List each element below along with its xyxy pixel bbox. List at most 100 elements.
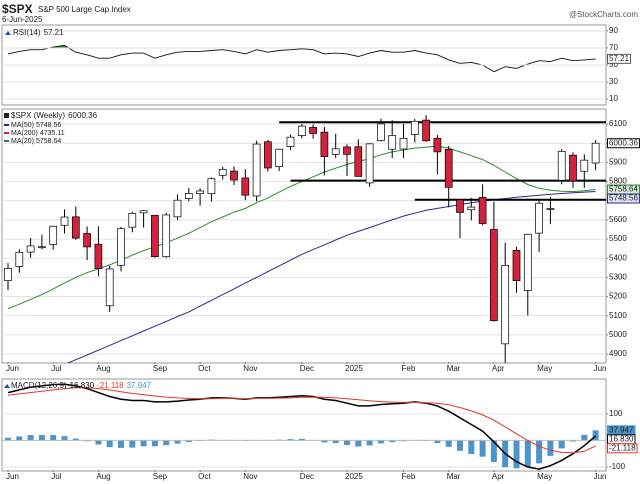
- y-tick-label: 50: [609, 60, 618, 69]
- candle-body: [241, 177, 250, 196]
- candle-body: [26, 245, 35, 253]
- price-legend-title: $SPX (Weekly): [11, 111, 65, 120]
- candle-body: [105, 268, 114, 307]
- histogram-bar: [468, 440, 475, 454]
- histogram-bar: [536, 440, 543, 464]
- candle-body: [15, 251, 24, 267]
- histogram-bar: [457, 440, 463, 451]
- candle-body: [422, 119, 430, 142]
- candle-body: [320, 131, 329, 157]
- x-tick-label: Oct: [198, 364, 211, 373]
- candle-body: [467, 206, 476, 211]
- price-legend: $SPX (Weekly) 6000.36: [11, 111, 98, 120]
- candle-body: [331, 148, 340, 155]
- histogram-bar: [174, 440, 181, 444]
- y-tick-label: 10: [609, 94, 618, 103]
- histogram-bar: [61, 436, 68, 441]
- histogram-bar: [389, 440, 396, 443]
- y-tick-label: 5400: [609, 253, 627, 262]
- histogram-bar: [16, 436, 23, 441]
- histogram-bar: [434, 440, 441, 444]
- macd-line: [7, 387, 596, 454]
- histogram-bar: [332, 440, 339, 444]
- macd-legend-value: 16.830: [70, 381, 95, 390]
- x-tick-label: Apr: [492, 472, 505, 481]
- candle-body: [151, 214, 159, 258]
- candle-body: [230, 170, 238, 181]
- y-tick-label: 70: [609, 43, 618, 52]
- ma-legend-name: MA(20): [11, 138, 34, 145]
- macd-line: [7, 383, 597, 470]
- candle-body: [71, 216, 80, 239]
- x-tick-label: Aug: [96, 472, 110, 481]
- y-tick-label: 5900: [609, 158, 627, 167]
- legend-icon: [4, 384, 10, 388]
- value-box-label: 6000.36: [609, 138, 638, 147]
- y-tick-label: -100: [609, 462, 626, 471]
- candle-body: [410, 120, 419, 135]
- histogram-bar: [118, 440, 124, 448]
- candle-body: [546, 208, 555, 210]
- candle-body: [309, 127, 317, 134]
- x-tick-label: Jun: [6, 364, 19, 373]
- y-tick-label: 5600: [609, 215, 627, 224]
- candle-body: [4, 268, 12, 281]
- x-tick-label: Sep: [153, 472, 168, 481]
- value-box: [607, 53, 632, 64]
- candle-body: [523, 233, 532, 291]
- y-tick-label: 4900: [609, 349, 627, 358]
- candle-body: [354, 146, 363, 177]
- legend-icon: [4, 113, 9, 118]
- ma-legend: MA(20) 5758.64: [11, 138, 61, 145]
- candle-body: [591, 142, 600, 164]
- y-tick-label: 30: [609, 77, 618, 86]
- y-tick-label: 5300: [609, 272, 627, 281]
- ma-legend-value: 4735.11: [40, 130, 65, 137]
- x-tick-label: Apr: [492, 364, 505, 373]
- candle-body: [218, 168, 227, 176]
- macd-legend-title: MACD(12,26,9): [11, 381, 67, 390]
- value-box-label: 37.947: [609, 425, 634, 434]
- candle-body: [184, 193, 193, 199]
- date: 6-Jun-2025: [2, 15, 43, 24]
- histogram-bar: [547, 440, 554, 456]
- y-tick-label: 5200: [609, 292, 627, 301]
- x-tick-label: Dec: [300, 472, 314, 481]
- candle-body: [343, 146, 351, 155]
- x-tick-label: Mar: [447, 472, 461, 481]
- histogram-bar: [321, 440, 328, 443]
- value-box-label: -21.118: [609, 443, 636, 452]
- candle-body: [196, 190, 204, 195]
- candle-body: [275, 148, 284, 168]
- histogram-bar: [151, 440, 158, 447]
- candle-body: [512, 250, 521, 281]
- macd-plot: [2, 383, 606, 470]
- x-tick-label: Feb: [402, 364, 416, 373]
- x-tick-label: May: [537, 472, 552, 481]
- histogram-bar: [95, 440, 102, 445]
- candle-body: [139, 210, 148, 214]
- ma-legend-name: MA(200): [11, 130, 38, 137]
- histogram-bar: [445, 440, 452, 447]
- value-box: [607, 138, 640, 149]
- ma-legend-value: 5758.64: [36, 138, 61, 145]
- candle-body: [60, 216, 69, 226]
- histogram-bar: [129, 440, 136, 448]
- histogram-bar: [344, 440, 350, 445]
- histogram-bar: [106, 440, 113, 448]
- candle-body: [264, 141, 272, 169]
- value-box: [607, 193, 640, 204]
- histogram-bar: [355, 440, 362, 447]
- histogram-bar: [50, 435, 57, 441]
- x-tick-label: Jul: [51, 364, 61, 373]
- candle-body: [580, 159, 589, 172]
- candle-body: [433, 137, 442, 153]
- macd-frame: [1, 378, 607, 472]
- x-tick-label: Jun: [594, 472, 607, 481]
- x-tick-label: Sep: [153, 364, 168, 373]
- value-box-label: 57.21: [609, 54, 630, 63]
- histogram-bar: [27, 435, 34, 441]
- x-tick-label: Oct: [198, 472, 211, 481]
